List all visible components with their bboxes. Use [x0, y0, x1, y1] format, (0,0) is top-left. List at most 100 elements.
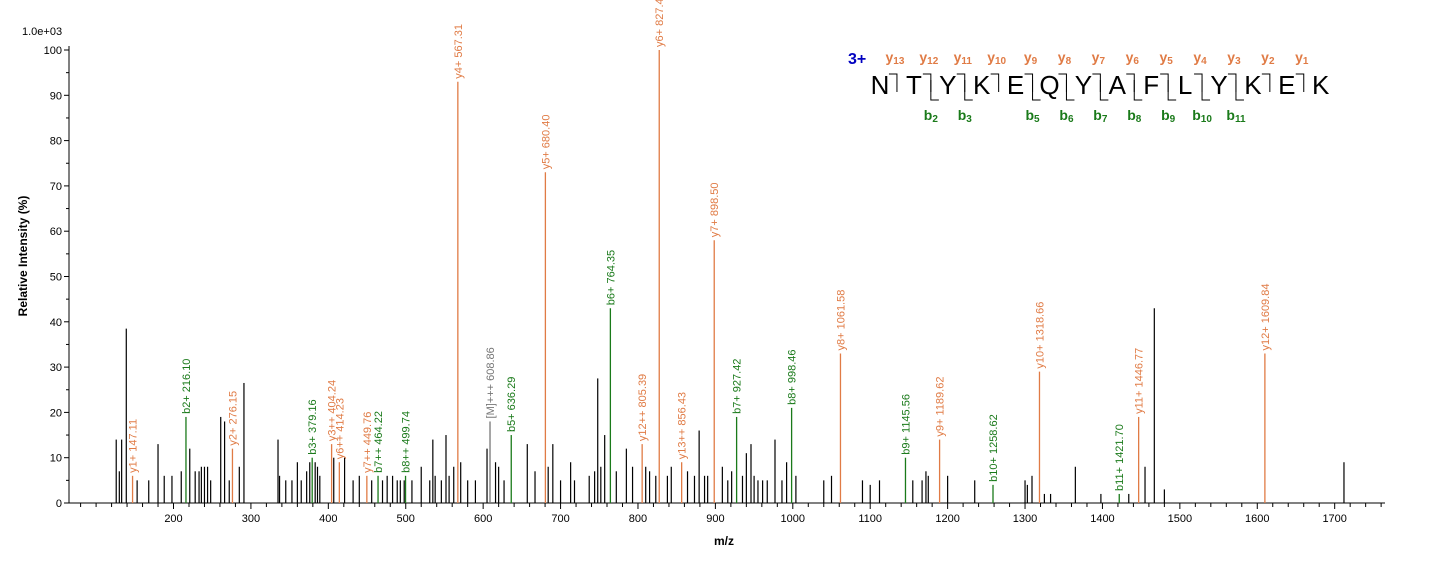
y-ion-label: y11 — [954, 49, 973, 67]
peak-label: y11+ 1446.77 — [1134, 348, 1146, 414]
b-ion-label: b3 — [958, 107, 973, 125]
peaks — [115, 50, 1345, 503]
x-tick-label: 600 — [474, 513, 492, 525]
y-ion-label: y6 — [1126, 49, 1140, 67]
peak-label: b7+ 927.42 — [732, 359, 744, 414]
y-ion-label: y12 — [919, 49, 938, 67]
peak-label: b7++ 464.22 — [373, 411, 385, 473]
sequence-residue: A — [1109, 70, 1127, 100]
peak-label: [M]+++ 608.86 — [485, 347, 497, 418]
peak-labels: y1+ 147.11 b2+ 216.10 y2+ 276.15 b3+ 379.16… — [128, 0, 1272, 491]
peak-label: b8+ 998.46 — [787, 349, 799, 404]
x-tick-label: 300 — [242, 513, 260, 525]
x-tick-label: 700 — [551, 513, 569, 525]
intensity-scale-label: 1.0e+03 — [22, 26, 62, 38]
sequence-residue: Y — [939, 70, 956, 100]
x-tick-label: 1300 — [1013, 513, 1037, 525]
y-ion-label: y3 — [1227, 49, 1241, 67]
peak-label: y5+ 680.40 — [540, 115, 552, 170]
peak-label: y2+ 276.15 — [227, 391, 239, 446]
x-tick-label: 800 — [629, 513, 647, 525]
b-ion-label: b6 — [1059, 107, 1074, 125]
x-tick-label: 1100 — [858, 513, 882, 525]
b-ion-bracket — [1235, 80, 1244, 101]
b-ion-label: b7 — [1093, 107, 1108, 125]
sequence-residue: L — [1178, 70, 1192, 100]
y-tick-label: 10 — [50, 453, 62, 465]
peak-label: y12++ 805.39 — [637, 374, 649, 441]
x-axis-title: m/z — [714, 534, 734, 548]
peak-label: b5+ 636.29 — [506, 377, 518, 432]
peak-label: y7+ 898.50 — [709, 183, 721, 238]
sequence-residue: K — [1312, 70, 1330, 100]
b-ion-label: b5 — [1025, 107, 1040, 125]
peak-label: y9+ 1189.62 — [935, 377, 947, 437]
y-tick-label: 40 — [50, 317, 62, 329]
x-tick-label: 1400 — [1090, 513, 1114, 525]
x-tick-label: 900 — [706, 513, 724, 525]
b-ion-label: b11 — [1226, 107, 1246, 125]
b-ion-bracket — [1133, 80, 1143, 101]
peak-label: y10+ 1318.66 — [1034, 302, 1046, 369]
y-ion-label: y13 — [885, 49, 904, 67]
x-tick-label: 200 — [164, 513, 182, 525]
y-axis-title: Relative Intensity (%) — [16, 196, 30, 317]
sequence-residue: Y — [1075, 70, 1092, 100]
y-ion-label: y4 — [1193, 49, 1207, 67]
b-ion-label: b9 — [1161, 107, 1176, 125]
b-ion-label: b10 — [1192, 107, 1212, 125]
y-ion-label: y5 — [1159, 49, 1173, 67]
x-tick-label: 500 — [397, 513, 415, 525]
peak-label: y1+ 147.11 — [128, 419, 140, 473]
y-ion-label: y1 — [1295, 49, 1309, 67]
peak-label: y12+ 1609.84 — [1260, 284, 1272, 351]
peak-label: y13++ 856.43 — [677, 392, 689, 459]
y-tick-label: 90 — [50, 90, 62, 102]
b-ion-label: b2 — [924, 107, 939, 125]
y-ion-bracket — [888, 73, 898, 92]
b-ion-bracket — [1167, 80, 1177, 101]
axes: 0 10 20 30 40 50 60 70 80 90 100 200 300 400 500 600 700… — [44, 45, 1385, 525]
b-ion-bracket — [1099, 80, 1109, 101]
peak-label: y6++ 414.23 — [334, 398, 346, 459]
peak-label: y7++ 449.76 — [362, 412, 374, 473]
sequence-residue: T — [906, 70, 922, 100]
y-ion-label: y2 — [1261, 49, 1275, 67]
sequence-residue: N — [871, 70, 890, 100]
x-tick-label: 1600 — [1245, 513, 1269, 525]
precursor-charge: 3+ — [848, 51, 866, 68]
b-ion-bracket — [1201, 80, 1211, 101]
b-ion-bracket — [930, 80, 939, 101]
x-tick-label: 400 — [319, 513, 337, 525]
y-tick-label: 80 — [50, 136, 62, 148]
sequence-residue: E — [1007, 70, 1024, 100]
b-ion-label: b8 — [1127, 107, 1142, 125]
sequence-residue: Q — [1039, 70, 1059, 100]
y-ion-bracket — [1261, 73, 1271, 92]
peak-label: b11+ 1421.70 — [1114, 424, 1126, 491]
y-tick-label: 0 — [56, 498, 62, 510]
x-tick-label: 1000 — [781, 513, 805, 525]
y-ion-bracket — [990, 73, 1000, 92]
peak-label: y8+ 1061.58 — [835, 290, 847, 351]
peak-label: b8++ 499.74 — [401, 411, 413, 473]
peak-label: b2+ 216.10 — [181, 359, 193, 414]
sequence-residue: E — [1278, 70, 1295, 100]
peak-label: y6+ 827.47 — [654, 0, 666, 47]
y-tick-label: 20 — [50, 407, 62, 419]
sequence-residue: K — [1244, 70, 1262, 100]
peak-label: y4+ 567.31 — [453, 24, 465, 79]
sequence-residue: Y — [1210, 70, 1227, 100]
x-tick-label: 1200 — [935, 513, 959, 525]
peak-label: b6+ 764.35 — [605, 250, 617, 305]
y-ion-label: y8 — [1058, 49, 1072, 67]
y-tick-label: 70 — [50, 181, 62, 193]
peak-label: b9+ 1145.56 — [900, 394, 912, 455]
x-tick-label: 1500 — [1168, 513, 1192, 525]
b-ion-bracket — [1032, 80, 1041, 101]
peak-label: b3+ 379.16 — [307, 399, 319, 454]
sequence-residue: K — [973, 70, 991, 100]
peak-label: b10+ 1258.62 — [988, 414, 1000, 482]
